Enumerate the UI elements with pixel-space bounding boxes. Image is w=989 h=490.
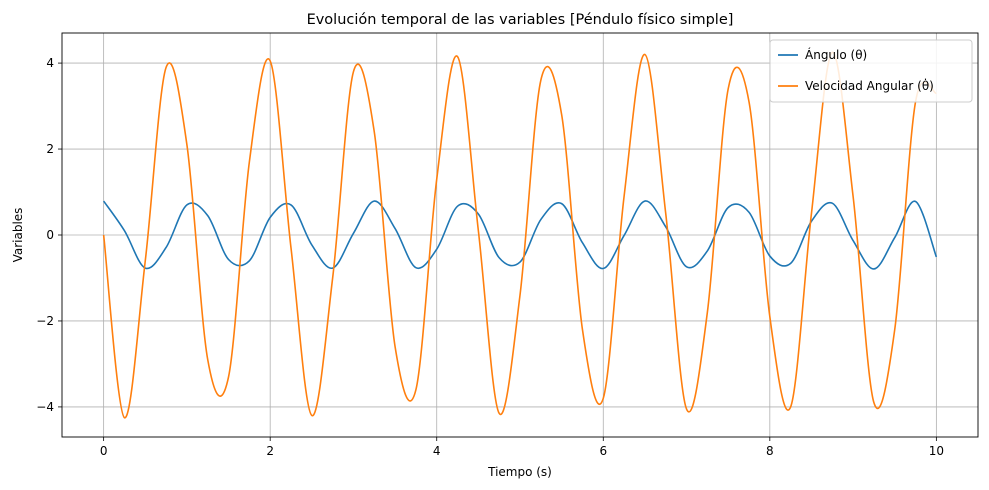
y-tick-label: −2 [36,314,54,328]
x-tick-label: 2 [266,444,274,458]
x-tick-label: 10 [929,444,944,458]
x-tick-label: 4 [433,444,441,458]
y-axis-label: Variables [11,208,25,263]
legend: Ángulo (θ) Velocidad Angular (θ̇) [769,39,973,103]
y-tick-label: 2 [46,142,54,156]
y-tick-label: 4 [46,56,54,70]
plot-lines [102,51,938,419]
x-axis-label: Tiempo (s) [487,465,552,479]
legend-box [769,39,973,103]
y-tick-label: 0 [46,228,54,242]
chart-title: Evolución temporal de las variables [Pén… [307,12,734,28]
x-tick-label: 8 [766,444,774,458]
legend-label-angle: Ángulo (θ) [805,47,867,62]
angle-series-line [102,200,938,270]
x-tick-label: 6 [599,444,607,458]
y-tick-label: −4 [36,400,54,414]
x-tick-label: 0 [100,444,108,458]
angular-velocity-series-line [102,51,938,419]
ticks: 0 2 4 6 8 10 −4 −2 0 2 4 [36,56,944,458]
legend-label-angular-velocity: Velocidad Angular (θ̇) [805,78,934,93]
